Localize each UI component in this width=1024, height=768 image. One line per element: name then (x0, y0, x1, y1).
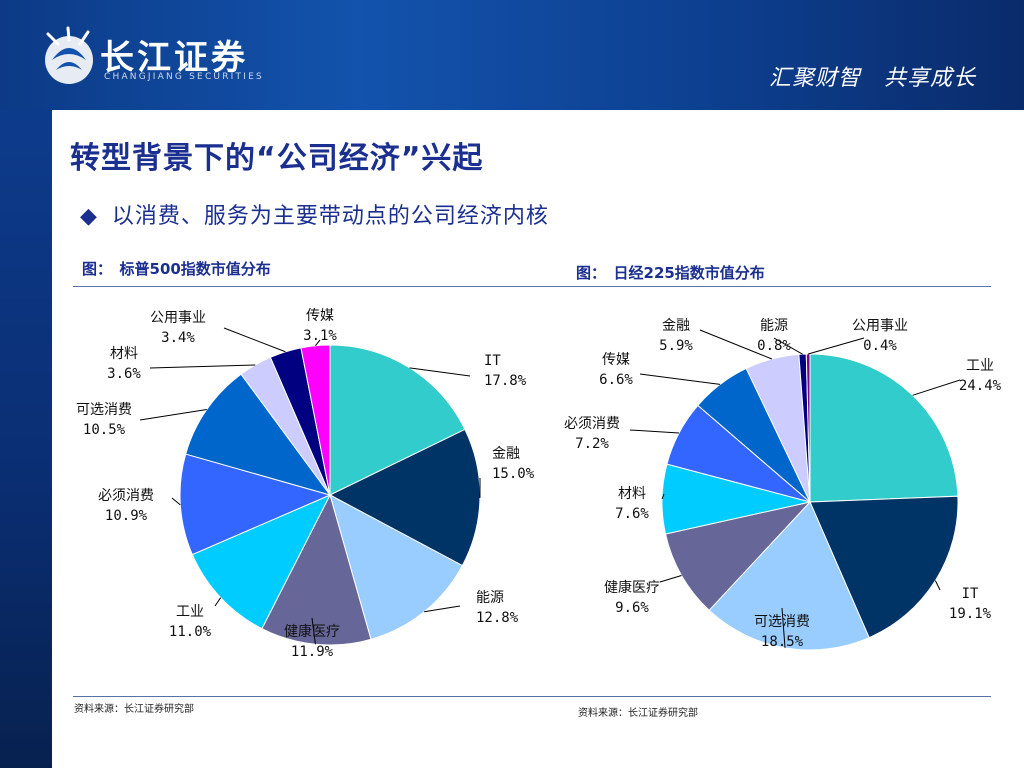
bullet-text: 以消费、服务为主要带动点的公司经济内核 (111, 204, 549, 229)
leader-line-2-8 (699, 329, 773, 360)
leader-line-1-4 (311, 617, 316, 645)
slice-value-2-6: 7.2% (575, 436, 609, 452)
leader-line-1-9 (223, 327, 286, 353)
leader-line-1-3 (424, 605, 461, 613)
leader-line-2-2 (934, 580, 941, 591)
slice-value-1-1: 17.8% (484, 373, 527, 389)
pie-slice-2-4 (664, 501, 812, 611)
leader-line-2-9 (773, 337, 803, 355)
sp500-pie-chart: IT 17.8% 金融 15.0% 能源 12.8% 健康医疗 11.9% 工业 11.0% 必须消… (76, 308, 535, 660)
bullet-point: ◆ 以消费、服务为主要带动点的公司经济内核 (80, 198, 549, 230)
leader-line-2-1 (912, 379, 961, 396)
pie-slice-2-10 (805, 353, 811, 503)
leader-line-1-6 (171, 497, 181, 506)
slice-value-1-7: 10.5% (83, 422, 126, 438)
slice-value-2-8: 5.9% (659, 338, 693, 354)
pie-slice-1-1 (329, 344, 466, 496)
slice-label-2-9: 能源 (760, 318, 788, 334)
leader-line-2-7 (639, 373, 721, 385)
slice-label-2-5: 材料 (618, 486, 646, 502)
nikkei225-pie-chart: 工业 24.4% IT 19.1% 可选消费 18.5% 健康医疗 9.6% 材料 7.6% 必须消… (564, 318, 1002, 651)
source-note-1: 资料来源：长江证券研究部 (74, 704, 194, 715)
leader-line-2-5 (661, 493, 665, 500)
slice-value-1-3: 12.8% (476, 610, 519, 626)
slice-label-1-2: 金融 (492, 446, 520, 462)
slice-label-1-7: 可选消费 (76, 402, 132, 418)
bottom-divider (73, 696, 991, 697)
slice-value-1-5: 11.0% (169, 624, 212, 640)
slice-label-2-4: 健康医疗 (604, 579, 660, 596)
leader-line-1-8 (149, 364, 256, 369)
leader-line-2-10 (808, 337, 865, 355)
pie-slice-1-6 (179, 453, 332, 556)
slice-value-2-3: 18.5% (761, 634, 804, 650)
source-note-2: 资料来源：长江证券研究部 (578, 708, 698, 719)
slice-value-1-6: 10.9% (105, 508, 148, 524)
slice-label-1-8: 材料 (110, 346, 138, 362)
pie-slice-2-1 (809, 353, 959, 503)
slice-label-2-6: 必须消费 (564, 416, 620, 432)
slice-value-1-9: 3.4% (161, 330, 195, 346)
slice-label-1-9: 公用事业 (150, 310, 206, 326)
slice-value-2-5: 7.6% (615, 506, 649, 522)
slice-label-2-3: 可选消费 (754, 614, 810, 630)
leader-line-1-7 (139, 409, 207, 421)
slice-label-1-1: IT (484, 353, 501, 369)
slide-title: 转型背景下的“公司经济”兴起 (70, 141, 484, 176)
slice-value-1-4: 11.9% (291, 644, 334, 660)
leader-line-2-4 (659, 574, 682, 583)
slice-value-2-4: 9.6% (615, 600, 649, 616)
left-decor-bar (0, 110, 52, 768)
slice-value-1-8: 3.6% (107, 366, 141, 382)
slice-value-2-2: 19.1% (949, 606, 992, 622)
slice-label-1-10: 传媒 (306, 308, 334, 324)
logo-emblem-icon (45, 26, 93, 84)
chart-1-title: 图： 标普500指数市值分布 (82, 260, 271, 278)
leader-line-1-5 (214, 597, 222, 607)
pie-slice-1-2 (328, 428, 481, 567)
slice-value-2-10: 0.4% (863, 338, 897, 354)
diamond-bullet-icon: ◆ (80, 204, 98, 229)
slogan: 汇聚财智 共享成长 (768, 66, 976, 91)
chart-2-title: 图： 日经225指数市值分布 (576, 264, 765, 282)
leader-line-1-1 (409, 367, 471, 377)
slice-label-1-4: 健康医疗 (284, 623, 340, 640)
slice-value-2-1: 24.4% (959, 378, 1002, 394)
slice-label-1-5: 工业 (176, 604, 204, 620)
slice-label-2-2: IT (962, 586, 979, 602)
leader-line-2-6 (629, 429, 680, 434)
top-divider (73, 286, 991, 287)
pie-slice-1-5 (191, 493, 332, 630)
slice-label-2-10: 公用事业 (852, 318, 908, 334)
leader-line-2-3 (781, 607, 786, 648)
slice-value-1-10: 3.1% (303, 328, 337, 344)
slice-label-1-6: 必须消费 (98, 488, 154, 504)
logo-chinese-text: 长江证券 (100, 38, 248, 78)
logo-english-text: CHANGJIANG SECURITIES (104, 72, 264, 82)
slice-value-2-9: 0.8% (757, 338, 791, 354)
slice-label-2-7: 传媒 (602, 352, 630, 368)
leader-line-1-10 (315, 339, 321, 347)
company-logo: 长江证券 CHANGJIANG SECURITIES (42, 26, 282, 88)
slice-label-1-3: 能源 (476, 590, 504, 606)
slice-value-1-2: 15.0% (492, 466, 535, 482)
header-banner: 长江证券 CHANGJIANG SECURITIES 汇聚财智 共享成长 (0, 0, 1024, 110)
slice-label-2-8: 金融 (662, 318, 690, 334)
slice-label-2-1: 工业 (966, 358, 994, 374)
slice-value-2-7: 6.6% (599, 372, 633, 388)
